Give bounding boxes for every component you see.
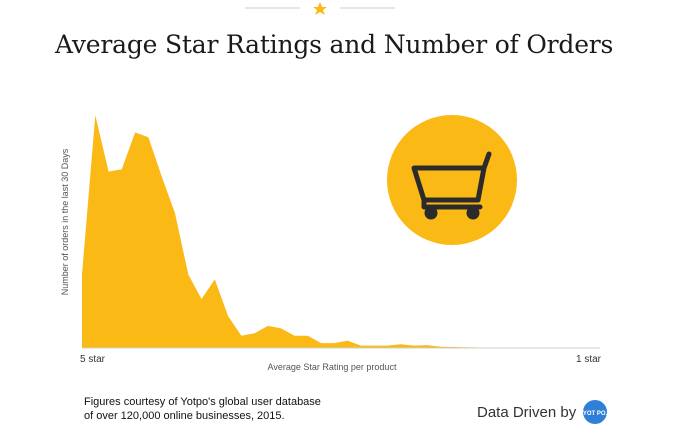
- x-axis-label: Average Star Rating per product: [268, 362, 397, 372]
- yotpo-logo: YOT PO.: [583, 400, 608, 424]
- footnote: Figures courtesy of Yotpo's global user …: [84, 395, 344, 423]
- page-title: Average Star Ratings and Number of Order…: [55, 30, 614, 59]
- y-axis-label: Number of orders in the last 30 Days: [60, 148, 70, 295]
- x-end-label: 1 star: [576, 354, 602, 365]
- footnote-line-1: Figures courtesy of Yotpo's global user …: [84, 396, 321, 408]
- ratings-chart: Number of orders in the last 30 Days 5 s…: [60, 115, 602, 372]
- yotpo-logo-text: YOT PO.: [583, 411, 608, 417]
- cart-badge-circle: [387, 115, 517, 245]
- star-icon: [313, 2, 327, 15]
- brand-text: Data Driven by: [477, 403, 577, 421]
- brand-credit: Data Driven by YOT PO.: [477, 399, 608, 425]
- header-decoration: [245, 2, 395, 15]
- area-series: [82, 115, 600, 348]
- x-start-label: 5 star: [80, 354, 106, 365]
- chart-marks: [82, 115, 600, 349]
- footnote-line-2: of over 120,000 online businesses, 2015.: [84, 410, 285, 422]
- cart-badge: [387, 115, 517, 245]
- shopping-cart-icon: [411, 151, 492, 220]
